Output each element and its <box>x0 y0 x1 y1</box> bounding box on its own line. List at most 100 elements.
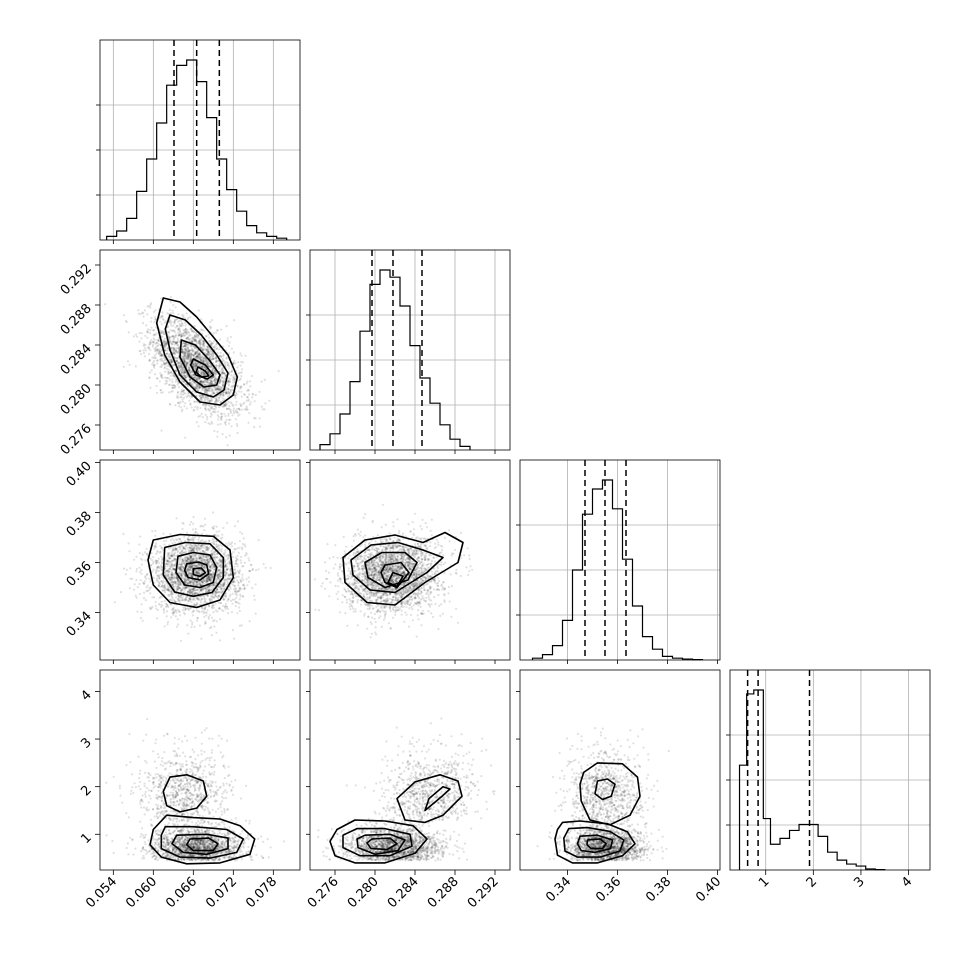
scatter-point <box>177 365 180 368</box>
scatter-point <box>161 359 164 362</box>
scatter-point <box>195 340 198 343</box>
scatter-point <box>263 378 266 381</box>
scatter-point <box>203 345 206 348</box>
scatter-point <box>210 594 214 598</box>
scatter-point <box>212 376 215 379</box>
scatter-point <box>201 356 204 359</box>
scatter-point <box>187 580 190 583</box>
scatter-point <box>187 356 190 359</box>
scatter-point <box>184 556 187 559</box>
scatter-point <box>190 575 193 578</box>
scatter-point <box>166 377 169 380</box>
scatter-point <box>172 304 175 307</box>
scatter-point <box>201 394 204 398</box>
scatter-point <box>173 340 176 343</box>
scatter-point <box>197 415 200 418</box>
scatter-point <box>199 599 202 602</box>
scatter-point <box>186 538 189 541</box>
scatter-point <box>182 380 185 384</box>
scatter-point <box>168 551 171 555</box>
pair-panel-0-1 <box>99 249 301 451</box>
scatter-point <box>194 347 197 350</box>
scatter-point <box>167 589 170 592</box>
scatter-point <box>189 353 192 356</box>
scatter-point <box>186 569 189 572</box>
scatter-point <box>176 331 180 334</box>
scatter-point <box>192 588 195 591</box>
scatter-point <box>149 306 152 309</box>
scatter-point <box>226 380 230 383</box>
scatter-point <box>173 364 176 367</box>
scatter-point <box>187 369 190 372</box>
scatter-point <box>188 349 191 352</box>
scatter-point <box>136 335 139 338</box>
scatter-point <box>167 371 170 374</box>
scatter-point <box>185 333 188 336</box>
scatter-point <box>165 610 169 613</box>
scatter-point <box>178 538 181 541</box>
scatter-point <box>203 356 206 359</box>
scatter-point <box>214 360 217 363</box>
scatter-point <box>181 357 185 360</box>
scatter-point <box>159 550 162 553</box>
scatter-point <box>216 573 219 576</box>
scatter-point <box>174 341 178 344</box>
scatter-point <box>147 347 150 350</box>
scatter-point <box>214 556 217 559</box>
scatter-point <box>186 362 189 365</box>
scatter-point <box>185 357 188 360</box>
scatter-point <box>200 598 203 601</box>
scatter-point <box>184 327 188 330</box>
scatter-point <box>210 389 213 392</box>
scatter-point <box>161 353 164 356</box>
scatter-point <box>201 396 204 399</box>
scatter-point <box>248 393 251 396</box>
scatter-point <box>137 312 140 315</box>
scatter-point <box>166 559 169 563</box>
scatter-point <box>196 349 199 352</box>
scatter-point <box>171 548 174 551</box>
scatter-point <box>232 376 235 379</box>
scatter-point <box>233 584 237 588</box>
scatter-point <box>212 407 216 410</box>
scatter-point <box>170 324 173 327</box>
scatter-point <box>198 555 201 558</box>
scatter-point <box>171 381 174 384</box>
scatter-point <box>198 395 201 398</box>
scatter-point <box>201 348 204 352</box>
scatter-point <box>178 333 181 336</box>
scatter-point <box>122 365 125 368</box>
scatter-point <box>198 339 201 342</box>
scatter-point <box>232 384 235 387</box>
scatter-point <box>191 528 195 531</box>
scatter-point <box>195 572 198 575</box>
scatter-point <box>181 355 184 358</box>
scatter-point <box>229 593 232 596</box>
scatter-point <box>174 334 177 337</box>
scatter-point <box>173 343 176 346</box>
scatter-point <box>169 329 172 332</box>
scatter-point <box>241 368 244 371</box>
scatter-point <box>104 303 107 306</box>
scatter-point <box>196 383 199 386</box>
scatter-point <box>171 555 174 558</box>
scatter-point <box>162 363 165 366</box>
scatter-point <box>201 337 204 340</box>
scatter-point <box>176 341 179 344</box>
scatter-point <box>166 569 169 572</box>
scatter-point <box>245 408 248 411</box>
scatter-point <box>188 352 191 355</box>
scatter-point <box>164 362 167 365</box>
scatter-point <box>216 595 219 599</box>
scatter-point <box>241 361 245 364</box>
scatter-point <box>149 320 153 323</box>
scatter-point <box>192 563 195 567</box>
scatter-point <box>173 563 177 566</box>
scatter-point <box>217 359 220 363</box>
scatter-point <box>222 377 225 380</box>
scatter-point <box>189 403 192 406</box>
scatter-point <box>183 578 186 581</box>
scatter-point <box>214 379 217 382</box>
scatter-point <box>176 361 180 364</box>
scatter-point <box>168 353 171 356</box>
